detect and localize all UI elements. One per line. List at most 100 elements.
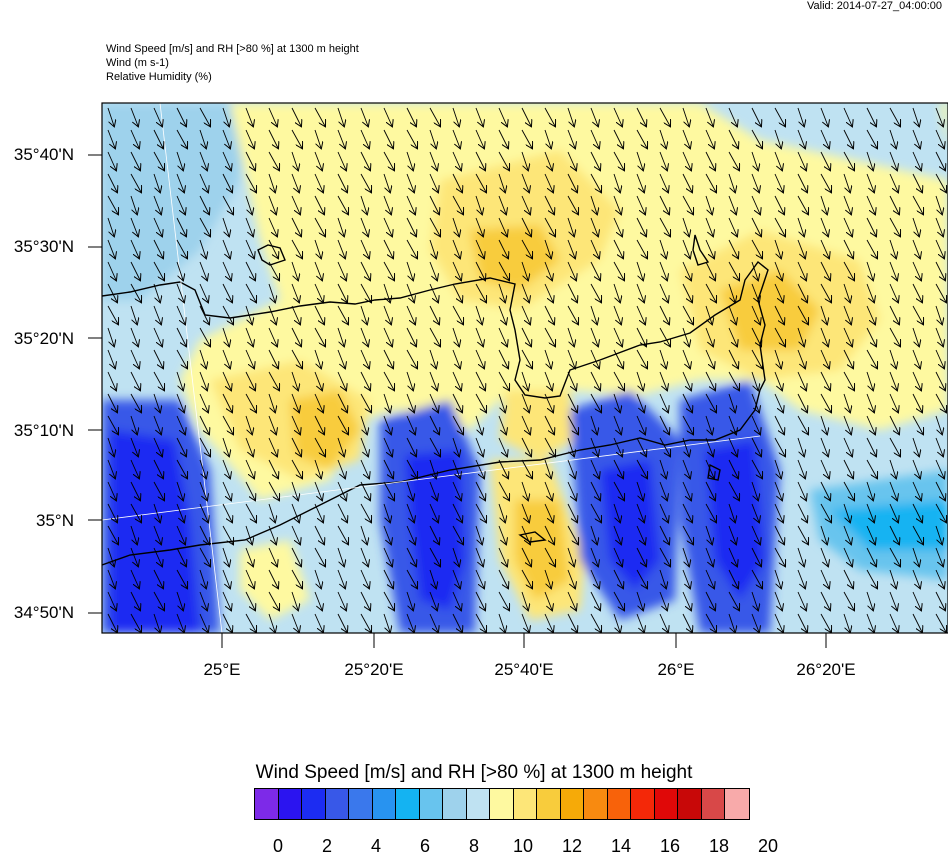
legend-label: 14 <box>610 836 632 856</box>
wind-arrow <box>774 173 783 192</box>
wind-arrow <box>268 503 275 522</box>
wind-arrow <box>383 283 390 302</box>
wind-arrow <box>337 415 348 434</box>
wind-arrow <box>544 239 551 258</box>
wind-arrow <box>429 107 440 126</box>
wind-arrow <box>912 591 921 610</box>
wind-arrow <box>889 591 897 610</box>
wind-arrow <box>406 217 416 236</box>
wind-arrow <box>107 503 117 522</box>
legend-swatch <box>607 789 631 819</box>
wind-arrow <box>475 151 485 170</box>
wind-arrow <box>406 393 414 412</box>
wind-arrow <box>544 173 553 192</box>
wind-arrow <box>613 129 623 148</box>
wind-arrow <box>176 195 185 214</box>
wind-arrow <box>498 371 509 390</box>
graticule-line <box>159 103 223 633</box>
wind-arrow <box>498 415 506 434</box>
wind-arrow <box>659 327 670 346</box>
wind-arrow <box>130 261 140 280</box>
wind-arrow <box>820 349 829 368</box>
wind-arrow <box>130 547 138 566</box>
wind-arrow <box>613 415 621 434</box>
wind-arrow <box>659 173 668 192</box>
wind-arrow <box>429 195 439 214</box>
wind-arrow <box>314 547 325 566</box>
wind-arrow <box>199 481 207 500</box>
wind-arrow <box>843 547 852 566</box>
wind-arrow <box>268 283 275 302</box>
wind-arrow <box>682 349 690 368</box>
wind-arrow <box>268 547 277 566</box>
wind-arrow <box>728 327 737 346</box>
wind-arrow <box>177 636 185 654</box>
wind-arrow <box>222 547 229 566</box>
wind-arrow <box>820 547 828 566</box>
wind-arrow <box>521 151 528 170</box>
wind-arrow <box>567 217 574 236</box>
wind-arrow <box>222 327 229 346</box>
wind-arrow <box>383 305 391 324</box>
wind-arrow <box>567 415 578 434</box>
wind-arrow <box>337 547 344 566</box>
x-tick-label: 26°20'E <box>796 660 856 679</box>
wind-arrow <box>820 437 828 456</box>
wind-arrow <box>153 173 160 192</box>
wind-arrow <box>567 613 577 632</box>
wind-arrow <box>130 151 140 170</box>
wind-arrow <box>176 547 186 566</box>
wind-arrow <box>705 437 713 456</box>
wind-arrow <box>130 283 141 302</box>
wind-arrow <box>130 459 139 478</box>
wind-arrow <box>360 129 369 148</box>
wind-arrow <box>291 239 302 258</box>
wind-arrow <box>728 107 737 126</box>
wind-arrow <box>613 569 623 588</box>
wind-arrow <box>452 195 463 214</box>
wind-arrow <box>728 173 735 192</box>
wind-arrow <box>590 217 598 236</box>
wind-arrow <box>636 327 646 346</box>
wind-arrow <box>567 437 574 456</box>
wind-arrow <box>498 591 509 610</box>
wind-arrow <box>636 503 644 522</box>
wind-arrow <box>199 151 207 170</box>
wind-arrow <box>360 459 369 478</box>
wind-arrow <box>291 371 298 390</box>
legend-swatch <box>513 789 537 819</box>
wind-arrow <box>153 305 161 324</box>
wind-arrow <box>774 393 783 412</box>
legend-label: 0 <box>272 836 283 856</box>
wind-arrow <box>682 415 693 434</box>
wind-arrow <box>475 591 485 610</box>
wind-arrow <box>314 195 324 214</box>
wind-arrow <box>452 591 461 610</box>
wind-arrow <box>567 305 578 324</box>
wind-arrow <box>889 107 900 126</box>
wind-arrow <box>797 327 804 346</box>
wind-arrow <box>659 217 670 236</box>
legend-swatch <box>537 789 561 819</box>
wind-arrow <box>797 393 807 412</box>
wind-arrow <box>659 305 669 324</box>
wind-arrow <box>337 613 347 632</box>
wind-arrow <box>291 283 299 302</box>
wind-arrow <box>222 569 230 588</box>
wind-arrow <box>153 415 161 434</box>
wind-arrow <box>545 636 554 654</box>
wind-arrow <box>775 636 784 654</box>
wind-arrow <box>107 569 115 588</box>
wind-arrow <box>567 503 577 522</box>
wind-arrow <box>728 371 739 390</box>
wind-arrow <box>797 591 806 610</box>
wind-arrow <box>222 525 233 544</box>
wind-arrow <box>176 129 187 148</box>
wind-arrow <box>130 239 139 258</box>
wind-arrow <box>889 239 896 258</box>
wind-arrow <box>751 107 761 126</box>
wind-arrow <box>521 437 531 456</box>
wind-arrow <box>383 239 393 258</box>
wind-arrow <box>682 305 693 324</box>
wind-arrow <box>107 129 115 148</box>
